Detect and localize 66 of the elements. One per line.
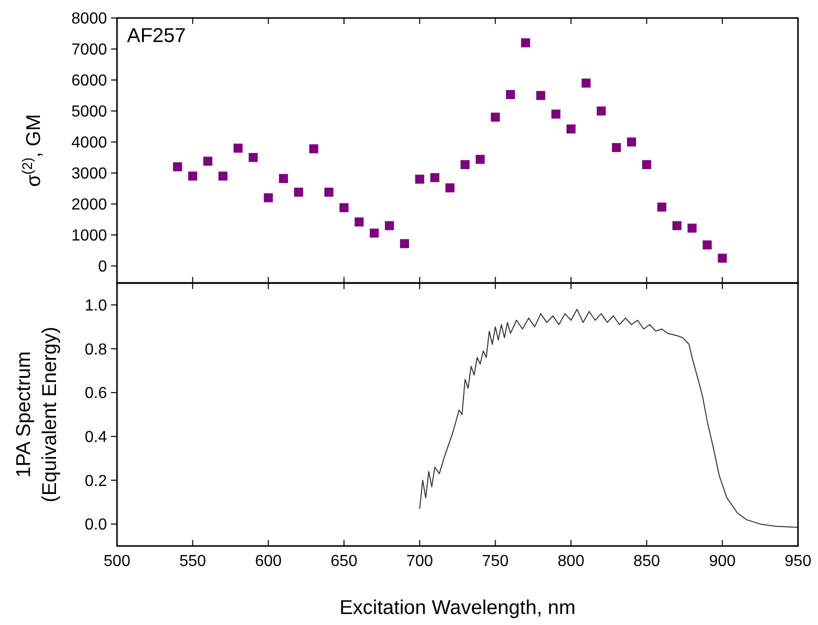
point [490, 112, 500, 122]
point [566, 124, 576, 134]
x-tick-label: 800 [558, 553, 584, 570]
point [340, 203, 348, 212]
y-tick-label: 0.8 [84, 341, 108, 358]
point [718, 254, 727, 263]
point [278, 174, 288, 184]
point [400, 239, 410, 248]
point [672, 221, 682, 230]
point [309, 144, 318, 154]
point [264, 193, 273, 202]
line-series [419, 308, 798, 528]
y-tick-label: 0.2 [84, 472, 108, 490]
point [702, 240, 712, 250]
y-tick-label: 1.0 [84, 297, 108, 314]
point [582, 78, 591, 88]
y-tick-label: 0 [98, 258, 108, 276]
point [536, 90, 546, 100]
point [218, 172, 228, 181]
y-tick-label: 0.6 [84, 385, 108, 402]
point [596, 106, 606, 116]
point [476, 154, 485, 164]
point [445, 183, 454, 192]
point [234, 144, 243, 153]
x-tick-label: 700 [406, 553, 434, 570]
x-tick-label: 600 [254, 553, 282, 570]
y-axis-title: 1PA Spectrum (Equivalent Energy) [13, 326, 61, 502]
point [612, 143, 621, 152]
point [203, 156, 212, 166]
x-tick-label: 550 [179, 553, 206, 570]
x-tick-label: 950 [784, 553, 812, 570]
x-axis-title: Excitation Wavelength, nm [339, 597, 576, 619]
y-tick-label: 0.4 [84, 428, 108, 446]
y-tick-label: 6000 [71, 72, 108, 90]
point [384, 221, 394, 230]
y-tick-label: 1000 [71, 227, 108, 244]
point [657, 202, 666, 212]
x-tick-label: 650 [330, 553, 358, 570]
y-tick-label: 3000 [71, 165, 108, 182]
point [294, 188, 304, 197]
y-tick-label: 7000 [71, 41, 108, 58]
point [506, 90, 515, 100]
y-tick-label: 4000 [71, 134, 108, 152]
point [370, 228, 379, 238]
point [415, 174, 424, 184]
y-tick-label: 8000 [71, 10, 108, 28]
point [460, 160, 470, 170]
x-tick-label: 900 [708, 553, 736, 570]
point [521, 38, 530, 48]
point [248, 152, 258, 162]
point [188, 172, 198, 181]
point [642, 160, 652, 170]
point [430, 173, 440, 182]
point [324, 188, 334, 197]
x-tick-label: 750 [482, 553, 509, 570]
y-tick-label: 5000 [71, 103, 108, 120]
y-tick-label: 2000 [71, 196, 108, 214]
annotation: AF257 [127, 25, 186, 47]
point [354, 217, 364, 226]
point [688, 224, 697, 233]
point [173, 162, 182, 172]
x-tick-label: 500 [104, 553, 130, 570]
x-tick-label: 850 [633, 553, 660, 570]
y-tick-label: 0.0 [84, 516, 108, 534]
point [551, 110, 560, 119]
point [627, 137, 636, 146]
